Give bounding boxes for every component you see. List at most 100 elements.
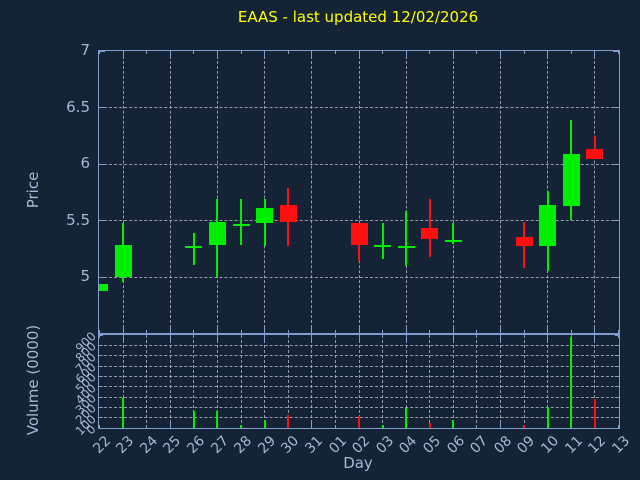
volume-bar-day-26 xyxy=(192,410,195,428)
volume-vgridline xyxy=(429,335,431,428)
x-axis-label: Day xyxy=(343,454,373,472)
day-tick xyxy=(452,327,454,333)
volume-vgridline xyxy=(334,335,336,428)
day-tick xyxy=(169,51,171,57)
day-tick xyxy=(311,51,313,57)
candle-wick-day-26 xyxy=(192,232,195,265)
volume-tick xyxy=(99,386,103,388)
volume-vgridline xyxy=(382,335,384,428)
day-tick xyxy=(476,51,478,54)
day-tick xyxy=(216,335,218,341)
volume-bar-day-02 xyxy=(358,415,360,428)
volume-bar-day-09 xyxy=(523,424,526,428)
day-tick xyxy=(99,335,100,338)
day-tick xyxy=(334,425,336,428)
volume-hgridline xyxy=(99,355,619,357)
day-tick xyxy=(334,335,336,338)
candle-body-day-10 xyxy=(539,204,557,247)
day-tick xyxy=(334,51,336,54)
volume-tick xyxy=(615,427,619,428)
price-panel xyxy=(98,50,620,334)
candle-body-day-12 xyxy=(586,149,604,160)
volume-vgridline xyxy=(169,335,171,428)
day-tick xyxy=(287,51,289,54)
day-tick xyxy=(99,425,100,428)
price-vgridline xyxy=(216,51,218,333)
candle-body-day-23 xyxy=(114,245,132,277)
day-tick xyxy=(594,51,596,57)
day-tick xyxy=(169,327,171,333)
chart-title: EAAS - last updated 12/02/2026 xyxy=(237,8,479,26)
price-tick-label: 6.5 xyxy=(66,97,90,116)
price-hgridline xyxy=(99,163,619,165)
day-tick xyxy=(122,327,124,333)
day-tick xyxy=(570,51,572,54)
volume-tick xyxy=(99,365,103,367)
day-tick xyxy=(264,335,266,341)
day-tick xyxy=(99,51,100,54)
candle-wick-day-12 xyxy=(593,135,596,160)
price-vgridline xyxy=(452,51,454,333)
volume-vgridline xyxy=(358,335,360,428)
volume-tick xyxy=(99,344,103,346)
price-hgridline xyxy=(99,107,619,108)
day-tick xyxy=(264,327,266,333)
volume-bar-day-29 xyxy=(263,420,266,428)
day-tick xyxy=(547,335,549,341)
day-tick xyxy=(382,335,384,338)
day-tick xyxy=(618,330,619,333)
candle-body-day-28 xyxy=(232,223,250,226)
day-tick xyxy=(523,335,525,338)
volume-hgridline xyxy=(99,396,619,398)
volume-hgridline xyxy=(99,365,619,367)
volume-bar-day-11 xyxy=(570,337,573,428)
price-vgridline xyxy=(169,51,171,333)
day-tick xyxy=(523,330,525,333)
day-tick xyxy=(523,51,525,54)
candle-body-day-29 xyxy=(256,208,274,223)
volume-vgridline xyxy=(452,335,454,428)
price-tick-label: 5.5 xyxy=(66,210,90,229)
day-tick xyxy=(99,330,100,333)
volume-vgridline xyxy=(240,335,242,428)
volume-tick xyxy=(615,396,619,398)
volume-vgridline xyxy=(523,335,525,428)
volume-tick xyxy=(615,417,619,419)
day-tick xyxy=(500,327,502,333)
volume-tick xyxy=(615,344,619,346)
day-tick xyxy=(358,327,360,333)
price-vgridline xyxy=(264,51,266,333)
volume-tick xyxy=(99,375,103,377)
day-tick xyxy=(547,51,549,57)
day-tick xyxy=(358,335,360,341)
volume-bar-day-06 xyxy=(452,420,455,428)
day-tick xyxy=(287,335,289,338)
day-tick xyxy=(146,335,148,338)
day-tick xyxy=(193,330,195,333)
price-tick-label: 6 xyxy=(80,154,90,172)
day-tick xyxy=(547,327,549,333)
day-tick xyxy=(122,335,124,341)
volume-bar-day-12 xyxy=(593,399,596,428)
volume-hgridline xyxy=(99,375,619,377)
volume-hgridline xyxy=(99,344,619,346)
day-tick xyxy=(311,422,313,428)
day-tick xyxy=(240,51,242,54)
day-tick xyxy=(146,330,148,333)
price-tick xyxy=(99,276,105,278)
price-hgridline xyxy=(99,276,619,278)
price-vgridline xyxy=(500,51,502,333)
day-tick xyxy=(405,327,407,333)
day-tick xyxy=(311,327,313,333)
day-tick xyxy=(216,51,218,57)
volume-vgridline xyxy=(264,335,266,428)
candle-body-day-02 xyxy=(350,222,368,246)
volume-vgridline xyxy=(216,335,218,428)
day-tick xyxy=(594,327,596,333)
day-tick xyxy=(429,330,431,333)
price-tick-label: 7 xyxy=(80,41,90,59)
day-tick xyxy=(146,51,148,54)
price-tick xyxy=(99,220,105,221)
price-vgridline xyxy=(405,51,407,333)
price-vgridline xyxy=(358,51,360,333)
